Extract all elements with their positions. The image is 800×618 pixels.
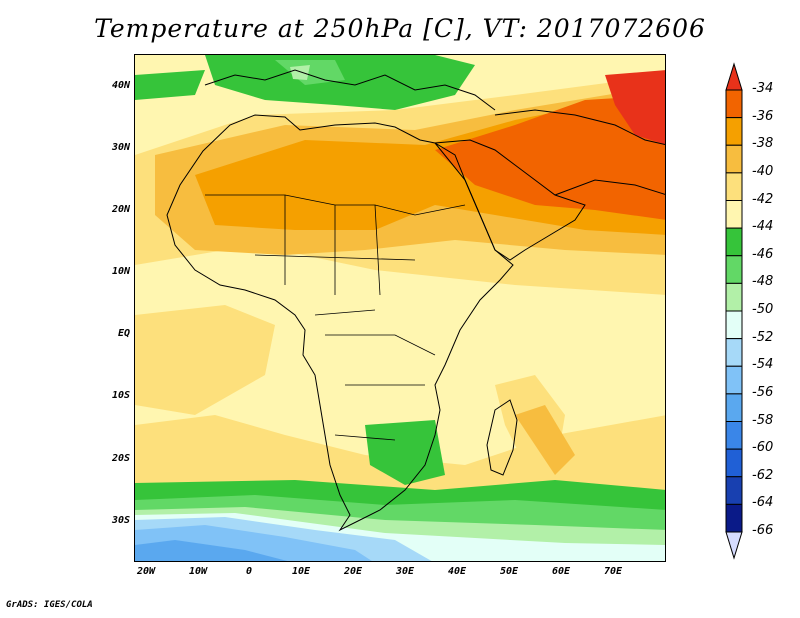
field-minus-36 [435, 95, 665, 220]
lon-tick-label: 70E [603, 566, 623, 577]
colorbar-label: -50 [752, 302, 774, 317]
colorbar-swatch [725, 476, 743, 505]
africa-coastline [166, 114, 514, 532]
colorbar-swatch [725, 421, 743, 450]
colorbar-top-triangle [725, 62, 743, 91]
colorbar-label: -46 [752, 246, 774, 262]
colorbar-swatch [725, 255, 743, 284]
lon-tick-label: 30E [395, 566, 415, 577]
colorbar-label: -60 [752, 440, 774, 456]
colorbar-swatch [725, 227, 743, 257]
colorbar-swatch [725, 282, 743, 312]
lon-tick-label: 40E [447, 566, 467, 577]
colorbar-label: -42 [752, 191, 774, 207]
lat-tick-label: EQ [117, 328, 130, 339]
arabia-coastline [434, 139, 586, 261]
colorbar-label: -44 [752, 219, 774, 235]
temperature-map [134, 54, 666, 562]
colorbar-label: -56 [752, 384, 774, 400]
field-minus-42-atlantic [135, 305, 275, 415]
colorbar-swatch [725, 448, 743, 478]
lat-tick-label: 40N [111, 80, 130, 91]
field-minus-46-northwest [135, 70, 205, 100]
map-canvas [135, 55, 665, 561]
asia-coastline [494, 109, 665, 196]
colorbar-label: -64 [752, 495, 774, 511]
field-minus-42-south [135, 415, 665, 495]
colorbar-swatch [725, 200, 743, 229]
footer-credit: GrADS: IGES/COLA [6, 600, 93, 610]
europe-coastline [204, 69, 496, 111]
colorbar-label: -36 [752, 108, 774, 124]
colorbar-swatch [725, 503, 743, 533]
colorbar-label: -58 [752, 412, 774, 428]
colorbar-swatch [725, 172, 743, 201]
lat-tick-label: 10N [111, 266, 130, 277]
colorbar [725, 62, 743, 560]
lat-tick-label: 10S [111, 390, 130, 401]
lon-tick-label: 10E [291, 566, 311, 577]
map-title: Temperature at 250hPa [C], VT: 201707260… [94, 14, 706, 43]
lon-tick-label: 0 [245, 566, 253, 577]
lon-tick-label: 60E [551, 566, 571, 577]
colorbar-bottom-triangle [725, 531, 743, 560]
lat-tick-label: 20N [111, 204, 130, 215]
lat-tick-label: 30S [111, 515, 130, 526]
colorbar-label: -62 [752, 467, 774, 483]
colorbar-label: -38 [752, 136, 774, 152]
colorbar-swatch [725, 310, 743, 340]
field-minus-40-south-indian [515, 405, 575, 475]
lat-tick-label: 20S [111, 453, 130, 464]
lat-tick-label: 30N [111, 142, 130, 153]
field-minus-46-zimbabwe [365, 420, 445, 485]
madagascar-coastline [486, 399, 518, 476]
colorbar-label: -48 [752, 274, 774, 290]
lon-tick-label: 50E [499, 566, 519, 577]
colorbar-label: -54 [752, 357, 774, 373]
lon-tick-label: 20E [343, 566, 363, 577]
colorbar-swatch [725, 117, 743, 146]
field-minus-50-north [290, 65, 310, 80]
country-borders [205, 194, 466, 441]
field-minus-48-north [275, 60, 345, 85]
colorbar-swatch [725, 144, 743, 174]
field-minus-58-south [135, 540, 288, 561]
colorbar-label: -66 [752, 523, 774, 538]
lon-tick-label: 20W [136, 566, 156, 577]
colorbar-swatch [725, 393, 743, 422]
colorbar-swatch [725, 365, 743, 395]
colorbar-swatch [725, 89, 743, 119]
lon-tick-label: 10W [188, 566, 208, 577]
colorbar-swatch [725, 338, 743, 367]
field-minus-34 [605, 70, 665, 145]
colorbar-label: -40 [752, 163, 774, 179]
colorbar-label: -52 [752, 329, 774, 345]
colorbar-label: -34 [752, 81, 774, 96]
